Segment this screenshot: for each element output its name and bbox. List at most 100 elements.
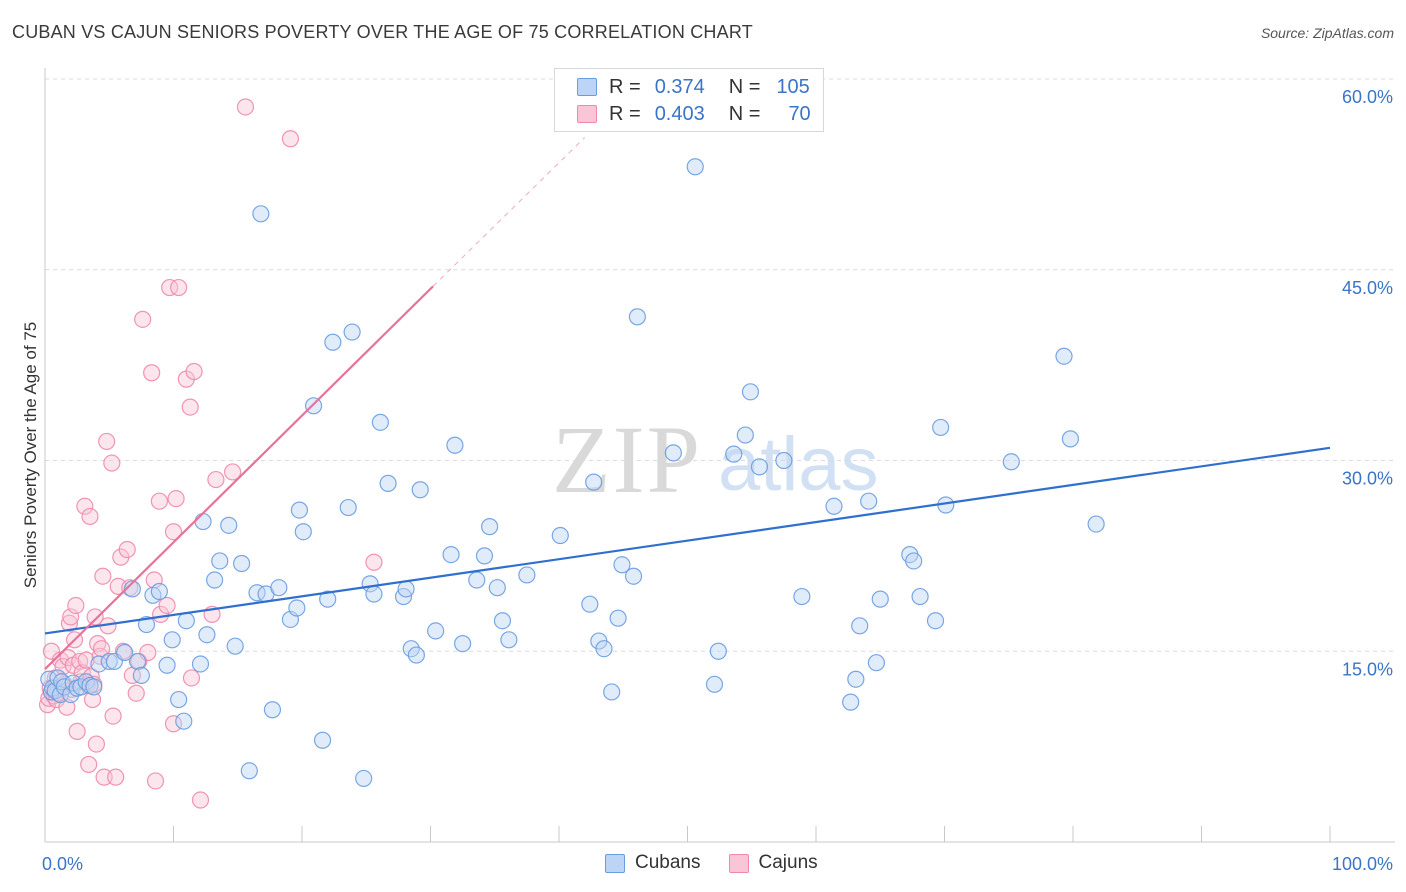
cuban-points [40, 158, 1105, 788]
cuban-point [158, 656, 176, 674]
legend-row-cajuns: R = 0.403 N = 70 [577, 102, 811, 126]
cuban-point [233, 554, 251, 573]
cuban-point [1055, 347, 1073, 365]
cajun-point [38, 696, 57, 714]
cuban-point [725, 445, 743, 463]
cuban-point [750, 458, 769, 476]
y-tick-label: 45.0% [1342, 278, 1393, 298]
cajun-point [76, 497, 94, 515]
cajuns-swatch [577, 105, 597, 123]
legend-n-label: N = [728, 75, 761, 98]
cuban-point [851, 617, 869, 635]
cuban-point [150, 582, 168, 601]
cuban-point [263, 701, 282, 719]
cajun-point [143, 364, 161, 382]
legend-item-cubans[interactable]: Cubans [605, 852, 701, 874]
cuban-point [709, 642, 727, 660]
cuban-point [226, 637, 244, 655]
cuban-point [270, 579, 288, 597]
cubans-legend-swatch [605, 853, 625, 873]
cajun-point [182, 669, 201, 687]
cuban-point [288, 599, 306, 617]
cajun-points [38, 98, 383, 809]
cuban-point [191, 655, 210, 673]
cuban-point [175, 712, 193, 730]
legend-r-value: 0.403 [654, 102, 705, 125]
cuban-point [825, 497, 843, 515]
watermark: ZIP atlas [552, 406, 879, 513]
cajun-point [86, 608, 104, 626]
cuban-point [860, 492, 878, 510]
y-axis-label: Seniors Poverty Over the Age of 75 [21, 322, 40, 588]
cuban-point [128, 652, 147, 671]
cajuns-trendline [44, 285, 434, 670]
cuban-point [343, 323, 361, 341]
legend-n-value: 70 [788, 102, 811, 125]
cuban-point [220, 516, 238, 534]
legend-item-cajuns[interactable]: Cajuns [728, 852, 818, 874]
cajun-point [98, 432, 116, 451]
cuban-point [313, 731, 332, 749]
cuban-point [137, 615, 156, 634]
tick-labels: 15.0% 30.0% 45.0% 60.0% 0.0% 100.0% [42, 87, 1393, 874]
cuban-point [85, 678, 103, 696]
cuban-point [252, 205, 270, 223]
cuban-point [1002, 453, 1020, 471]
cuban-point [847, 670, 865, 688]
cuban-point [132, 666, 150, 685]
cuban-point [397, 580, 415, 598]
cuban-point [379, 474, 397, 492]
cuban-point [170, 690, 188, 709]
cajun-point [60, 614, 79, 632]
trendlines [44, 137, 1331, 670]
cuban-point [1061, 430, 1080, 448]
legend-r-label: R = [609, 75, 641, 98]
cuban-point [595, 640, 613, 658]
cuban-point [427, 622, 445, 640]
chart-title: CUBAN VS CAJUN SENIORS POVERTY OVER THE … [12, 22, 753, 42]
cubans-trendline [44, 446, 1331, 635]
cuban-point [793, 587, 811, 606]
cuban-point [871, 590, 889, 608]
cajun-point [207, 470, 225, 489]
cuban-point [609, 609, 627, 627]
cajun-point [191, 791, 210, 809]
cuban-point [290, 501, 309, 519]
cuban-point [371, 413, 389, 431]
legend-n-value: 105 [776, 75, 810, 98]
cajuns-trendline-extension [432, 137, 586, 287]
cajun-point [67, 596, 85, 615]
cuban-point [911, 587, 929, 606]
cuban-point [500, 631, 518, 649]
cajun-point [161, 278, 179, 297]
cuban-point [736, 426, 754, 444]
cajun-point [80, 755, 98, 774]
x-tick-label: 100.0% [1332, 854, 1393, 874]
cajun-point [83, 690, 102, 709]
cuban-point [248, 584, 266, 602]
cuban-point [123, 580, 141, 598]
cuban-point [585, 473, 603, 491]
cuban-point [72, 678, 90, 696]
cajun-point [77, 651, 95, 669]
cajun-point [281, 130, 300, 148]
cuban-point [454, 635, 472, 653]
cajun-point [87, 735, 106, 753]
cuban-point [664, 444, 682, 462]
cuban-point [518, 566, 536, 584]
cajun-point [170, 278, 188, 297]
legend-n-label: N = [728, 102, 761, 125]
cuban-point [624, 567, 643, 585]
cajun-point [224, 463, 242, 481]
cuban-point [211, 552, 229, 570]
x-tick-label: 0.0% [42, 854, 83, 874]
cuban-point [240, 762, 258, 780]
legend-r-value: 0.374 [654, 75, 705, 98]
axes [44, 68, 1395, 843]
cuban-point [493, 612, 512, 630]
y-tick-label: 60.0% [1342, 87, 1393, 107]
cuban-point [304, 397, 323, 415]
series-legend: Cubans Cajuns [605, 852, 846, 874]
cuban-point [407, 646, 425, 664]
y-tick-label: 15.0% [1342, 659, 1393, 679]
